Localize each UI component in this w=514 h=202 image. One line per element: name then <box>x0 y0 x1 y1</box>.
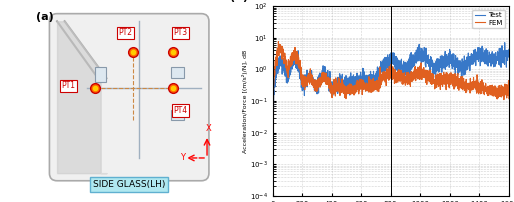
Test <box>269 195 276 197</box>
FEM <box>456 84 462 86</box>
Line: Test: Test <box>272 43 509 196</box>
Test <box>502 41 508 44</box>
FEM <box>499 94 505 97</box>
FEM <box>506 97 512 100</box>
Test <box>506 48 512 50</box>
Text: (a): (a) <box>36 12 54 22</box>
Test <box>499 44 505 47</box>
FEM <box>282 52 288 54</box>
Text: PT1: PT1 <box>61 81 76 90</box>
Text: (b): (b) <box>230 0 248 2</box>
Y-axis label: Acceleration/Force [(m/s²)/N], dB: Acceleration/Force [(m/s²)/N], dB <box>243 49 248 153</box>
Test <box>378 67 384 70</box>
FEM <box>276 40 282 43</box>
Line: FEM: FEM <box>272 42 509 196</box>
Bar <box>95 67 106 82</box>
Text: Y: Y <box>180 154 186 162</box>
Text: X: X <box>206 124 212 133</box>
Text: PT2: PT2 <box>118 28 133 37</box>
Test <box>282 74 288 76</box>
FEM <box>269 195 276 197</box>
Text: SIDE GLASS(LH): SIDE GLASS(LH) <box>93 180 166 189</box>
FEM <box>378 80 384 82</box>
Bar <box>171 110 184 120</box>
Test <box>499 56 505 58</box>
Legend: Test, FEM: Test, FEM <box>472 9 505 28</box>
Text: PT4: PT4 <box>173 106 188 115</box>
Test <box>384 55 391 58</box>
Bar <box>171 67 184 78</box>
Text: PT3: PT3 <box>173 28 188 37</box>
FancyBboxPatch shape <box>49 14 209 181</box>
FEM <box>384 77 391 79</box>
Test <box>455 61 462 64</box>
FEM <box>499 89 505 91</box>
